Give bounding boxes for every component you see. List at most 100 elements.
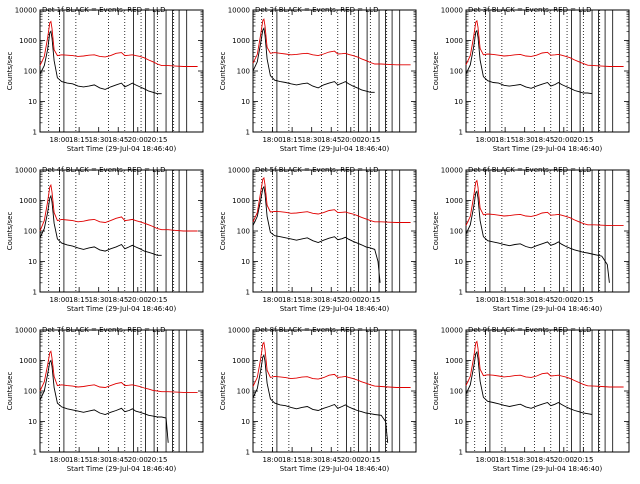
- x-tick-label: 18:00: [262, 456, 282, 464]
- x-tick-label: 18:45: [108, 456, 128, 464]
- x-tick-label: 20:00: [554, 296, 574, 304]
- detector-panel: 1 10 100 1000 10000 18:00 18:15 18:30 18:45 20:00…: [219, 6, 417, 153]
- panel-title: Det 2f BLACK = Events, RED = LLD: [255, 6, 378, 14]
- y-tick-label: 1000: [19, 37, 37, 45]
- x-axis-label: Start Time (29-Jul-04 18:46:40): [493, 305, 603, 313]
- plot-frame: [39, 329, 204, 453]
- y-tick-label: 1: [246, 289, 250, 297]
- x-axis-label: Start Time (29-Jul-04 18:46:40): [280, 145, 390, 153]
- x-tick-label: 18:15: [282, 456, 302, 464]
- y-tick-label: 100: [450, 228, 463, 236]
- x-axis-label: Start Time (29-Jul-04 18:46:40): [67, 465, 177, 473]
- y-tick-label: 1000: [445, 357, 463, 365]
- x-tick-label: 20:15: [360, 456, 380, 464]
- panel-title: Det 8f BLACK = Events, RED = LLD: [255, 326, 378, 334]
- lld-series-line: [252, 176, 411, 223]
- x-tick-label: 18:15: [495, 456, 515, 464]
- events-series-line: [39, 194, 162, 256]
- x-axis-label: Start Time (29-Jul-04 18:46:40): [67, 145, 177, 153]
- x-axis-label: Start Time (29-Jul-04 18:46:40): [67, 305, 177, 313]
- x-tick-label: 18:30: [515, 456, 535, 464]
- y-axis-label: Counts/sec: [432, 212, 440, 251]
- events-series-line: [252, 353, 389, 443]
- y-tick-label: 10: [28, 258, 37, 266]
- x-tick-label: 20:00: [554, 456, 574, 464]
- y-axis-label: Counts/sec: [219, 372, 227, 411]
- y-tick-label: 100: [237, 228, 250, 236]
- y-tick-label: 10: [454, 418, 463, 426]
- detector-panel: 1 10 100 1000 10000 18:00 18:15 18:30 18:45 20:00…: [219, 326, 417, 473]
- y-tick-label: 1000: [232, 197, 250, 205]
- y-tick-label: 100: [450, 68, 463, 76]
- y-tick-label: 10: [28, 418, 37, 426]
- detector-panel: 1 10 100 1000 10000 18:00 18:15 18:30 18:45 20:00…: [6, 326, 204, 473]
- x-tick-label: 18:30: [89, 456, 109, 464]
- y-tick-label: 1: [33, 289, 37, 297]
- x-tick-label: 18:45: [534, 296, 554, 304]
- y-tick-label: 100: [237, 388, 250, 396]
- x-axis-label: Start Time (29-Jul-04 18:46:40): [280, 465, 390, 473]
- x-tick-label: 20:00: [128, 456, 148, 464]
- x-tick-label: 18:15: [69, 456, 89, 464]
- panel-title: Det 1f BLACK = Events, RED = LLD: [42, 6, 165, 14]
- plot-frame: [252, 9, 417, 133]
- x-tick-label: 18:45: [534, 136, 554, 144]
- y-tick-label: 10000: [15, 7, 37, 15]
- y-tick-label: 100: [24, 68, 37, 76]
- x-tick-label: 18:15: [282, 136, 302, 144]
- y-tick-label: 10: [241, 258, 250, 266]
- lld-series-line: [252, 18, 411, 66]
- x-tick-label: 20:15: [360, 296, 380, 304]
- y-tick-label: 10: [454, 258, 463, 266]
- x-tick-label: 18:45: [321, 136, 341, 144]
- panel-title: Det 7f BLACK = Events, RED = LLD: [42, 326, 165, 334]
- detector-panel: 1 10 100 1000 10000 18:00 18:15 18:30 18:45 20:00…: [432, 326, 630, 473]
- x-tick-label: 18:15: [69, 136, 89, 144]
- y-tick-label: 1000: [19, 197, 37, 205]
- x-tick-label: 18:30: [89, 296, 109, 304]
- y-axis-label: Counts/sec: [432, 372, 440, 411]
- lld-series-line: [465, 19, 624, 67]
- y-tick-label: 1: [459, 449, 463, 457]
- x-tick-label: 20:15: [147, 296, 167, 304]
- y-axis-label: Counts/sec: [6, 372, 14, 411]
- x-tick-label: 18:00: [262, 296, 282, 304]
- events-series-line: [252, 185, 381, 283]
- detector-panel: 1 10 100 1000 10000 18:00 18:15 18:30 18:45 20:00…: [6, 6, 204, 153]
- events-series-line: [39, 359, 169, 443]
- x-tick-label: 18:30: [515, 296, 535, 304]
- y-tick-label: 10000: [441, 7, 463, 15]
- lld-series-line: [465, 179, 624, 227]
- plot-frame: [465, 329, 630, 453]
- x-tick-label: 20:00: [554, 136, 574, 144]
- y-tick-label: 100: [24, 228, 37, 236]
- x-tick-label: 18:45: [534, 456, 554, 464]
- y-tick-label: 10000: [441, 327, 463, 335]
- x-tick-label: 18:30: [302, 456, 322, 464]
- y-tick-label: 100: [450, 388, 463, 396]
- detector-panel: 1 10 100 1000 10000 18:00 18:15 18:30 18:45 20:00…: [432, 166, 630, 313]
- plot-frame: [252, 169, 417, 293]
- y-tick-label: 10: [28, 98, 37, 106]
- x-tick-label: 18:30: [89, 136, 109, 144]
- y-tick-label: 1: [33, 129, 37, 137]
- x-tick-label: 18:00: [49, 456, 69, 464]
- x-tick-label: 18:30: [515, 136, 535, 144]
- y-axis-label: Counts/sec: [6, 212, 14, 251]
- plot-frame: [252, 329, 417, 453]
- events-series-line: [39, 30, 162, 95]
- y-tick-label: 10000: [228, 7, 250, 15]
- y-tick-label: 1: [33, 449, 37, 457]
- x-tick-label: 18:45: [321, 456, 341, 464]
- x-tick-label: 18:00: [49, 296, 69, 304]
- panel-title: Det 5f BLACK = Events, RED = LLD: [255, 166, 378, 174]
- x-tick-label: 20:15: [573, 456, 593, 464]
- x-axis-label: Start Time (29-Jul-04 18:46:40): [493, 465, 603, 473]
- y-tick-label: 1: [246, 449, 250, 457]
- x-tick-label: 20:15: [360, 136, 380, 144]
- y-tick-label: 10: [241, 98, 250, 106]
- y-tick-label: 10000: [228, 167, 250, 175]
- y-tick-label: 1000: [445, 197, 463, 205]
- panel-title: Det 3f BLACK = Events, RED = LLD: [468, 6, 591, 14]
